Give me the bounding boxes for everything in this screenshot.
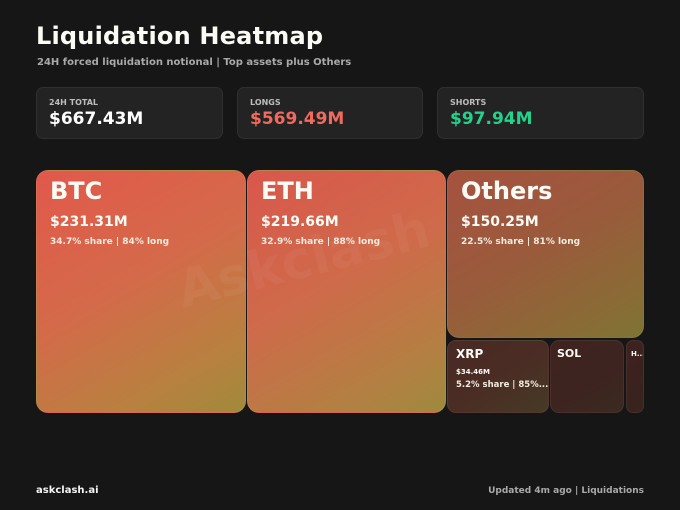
footer-brand[interactable]: askclash.ai [36,485,99,496]
tile-amount: $150.25M [461,214,539,230]
tile-btc[interactable]: BTC $231.31M 34.7% share | 84% long [36,170,246,413]
tile-amount: $34.46M [456,368,490,376]
tile-amount: $231.31M [50,214,128,230]
tile-sol[interactable]: SOL [550,340,624,413]
tile-name: Others [461,177,553,205]
footer-note: Updated 4m ago | Liquidations [488,486,644,496]
tile-hype[interactable]: H... [626,340,644,413]
page-subtitle: 24H forced liquidation notional | Top as… [37,57,352,68]
stat-label: LONGS [250,98,281,107]
tile-meta: 5.2% share | 85%... [456,380,549,390]
tile-xrp[interactable]: XRP $34.46M 5.2% share | 85%... [447,340,549,413]
tile-meta: 32.9% share | 88% long [261,237,381,247]
stat-label: SHORTS [450,98,487,107]
stat-value: $667.43M [49,109,144,129]
tile-meta: 22.5% share | 81% long [461,237,581,247]
tile-name: H... [631,350,644,358]
stat-card-longs: LONGS $569.49M [237,87,423,139]
stat-label: 24H TOTAL [49,98,98,107]
tile-eth[interactable]: ETH $219.66M 32.9% share | 88% long [247,170,446,413]
stat-value: $569.49M [250,109,345,129]
tile-name: BTC [50,177,103,205]
stat-value: $97.94M [450,109,533,129]
tile-meta: 34.7% share | 84% long [50,237,170,247]
tile-others[interactable]: Others $150.25M 22.5% share | 81% long [447,170,644,338]
tile-name: ETH [261,177,314,205]
stat-card-shorts: SHORTS $97.94M [437,87,644,139]
stat-card-total: 24H TOTAL $667.43M [36,87,223,139]
tile-amount: $219.66M [261,214,339,230]
tile-name: SOL [557,347,582,360]
tile-name: XRP [456,347,484,361]
page-title: Liquidation Heatmap [36,22,324,50]
